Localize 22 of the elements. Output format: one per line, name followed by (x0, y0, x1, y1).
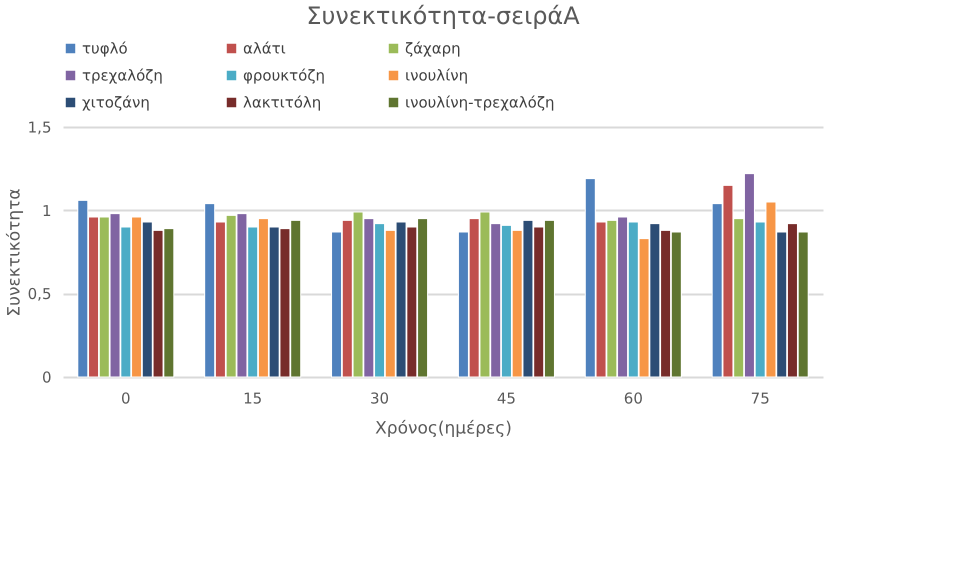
y-tick-label: 0,5 (28, 285, 52, 304)
legend-label: λακτιτόλη (243, 94, 322, 112)
chart-title: Συνεκτικότητα-σειράΑ (306, 2, 580, 30)
legend-label: ζάχαρη (405, 40, 461, 58)
x-tick-label: 30 (370, 390, 390, 408)
legend-label: αλάτι (243, 40, 286, 58)
y-axis-title: Συνεκτικότητα (4, 188, 25, 317)
y-tick-label: 1 (42, 202, 52, 220)
legend-label: τρεχαλόζη (82, 66, 163, 84)
legend-label: τυφλό (82, 40, 128, 58)
legend-label: χιτοζάνη (82, 94, 150, 112)
x-tick-label: 60 (624, 390, 643, 408)
x-tick-label: 75 (750, 390, 770, 408)
legend-label: ινουλίνη-τρεχαλόζη (405, 94, 554, 112)
y-tick-label: 0 (42, 368, 52, 386)
y-tick-label: 1,5 (28, 118, 52, 136)
legend-label: φρουκτόζη (243, 66, 325, 84)
x-tick-label: 0 (121, 390, 131, 408)
x-tick-label: 15 (243, 390, 262, 408)
legend-label: ινουλίνη (405, 66, 468, 84)
x-axis-title: Χρόνος(ημέρες) (375, 418, 512, 438)
x-tick-label: 45 (496, 390, 516, 408)
